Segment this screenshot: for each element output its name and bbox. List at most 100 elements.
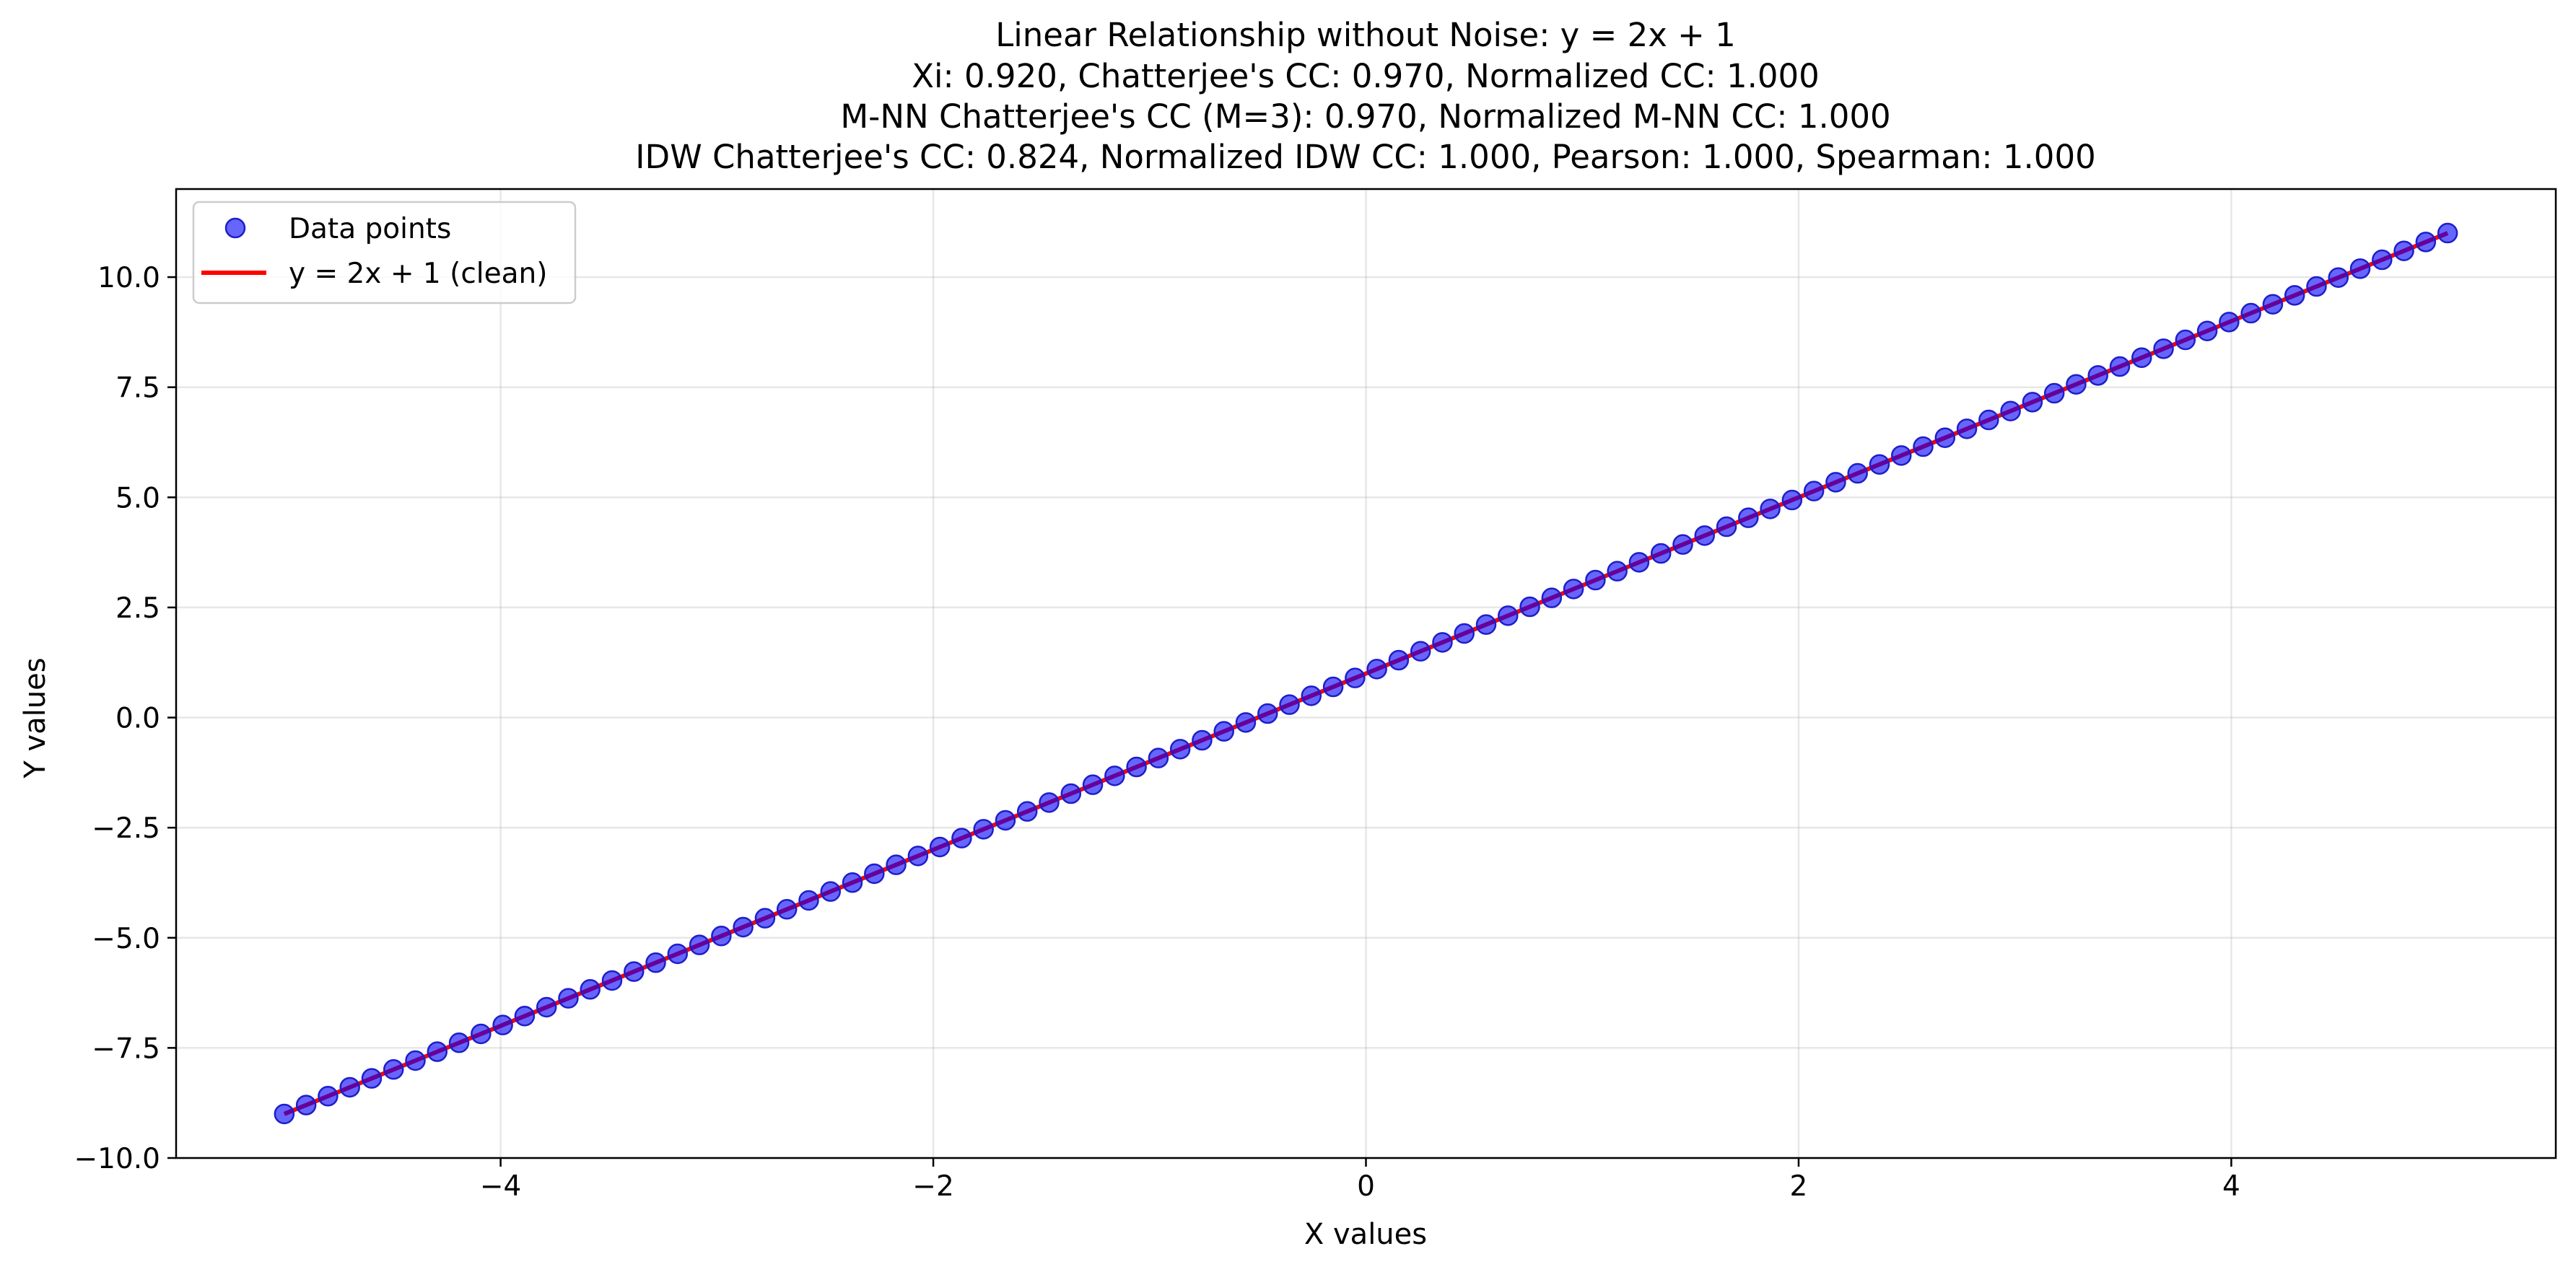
data-point [448,1032,470,1053]
data-point [1060,783,1082,804]
y-tick-label: 5.0 [115,482,160,514]
data-point [2087,365,2108,386]
y-tick-label: −7.5 [92,1032,160,1065]
data-point [1257,703,1278,724]
x-tick-label: −4 [480,1170,522,1203]
legend-label-clean-line: y = 2x + 1 (clean) [289,258,547,290]
data-point [361,1068,383,1089]
x-tick-label: −2 [912,1170,954,1203]
data-point [1235,712,1257,733]
data-point [2328,267,2349,288]
data-point [2131,347,2152,368]
line-series-layer [283,231,2449,1116]
x-axis-label: X values [1304,1218,1427,1251]
data-point [1607,561,1628,582]
data-point [798,890,819,911]
x-tick-label: 2 [1790,1170,1808,1203]
data-point [1301,685,1322,706]
chart-title: Linear Relationship without Noise: y = 2… [635,16,2095,176]
scatter-points-layer [274,222,2458,1125]
data-point [1104,766,1125,786]
data-point [1016,801,1038,822]
data-point [1956,418,1978,439]
data-point [471,1023,492,1045]
data-point [2437,222,2458,244]
data-point [492,1014,513,1035]
data-point [1432,632,1453,653]
data-point [339,1076,360,1098]
data-point [2043,382,2065,404]
data-point [1475,614,1497,635]
data-point [995,810,1016,831]
data-point [2219,312,2240,333]
data-point [2284,285,2305,306]
data-point [2196,320,2218,341]
y-tick-label: −10.0 [74,1143,160,1175]
data-point [2240,302,2261,324]
data-point [1738,507,1759,528]
data-point [645,952,666,973]
data-point [820,881,842,902]
data-point [842,872,863,893]
data-point [1498,605,1519,626]
legend: Data points y = 2x + 1 (clean) [192,201,577,304]
data-point [2066,374,2087,395]
y-tick-label: 7.5 [115,372,160,405]
data-point [776,899,798,920]
title-line-2: Xi: 0.920, Chatterjee's CC: 0.970, Norma… [912,57,1820,95]
data-point [2153,338,2174,359]
data-point [1716,516,1737,538]
y-tick-label: −5.0 [92,923,160,955]
data-point [558,988,579,1009]
data-point [2393,240,2414,261]
data-point [1628,552,1650,573]
data-point [2415,232,2437,253]
data-point [2000,400,2021,421]
data-point [2372,249,2393,271]
data-point [1585,569,1606,591]
legend-box [192,201,577,304]
title-line-1: Linear Relationship without Noise: y = 2… [995,16,1736,54]
data-point [1890,445,1912,466]
data-point [383,1059,404,1080]
data-point [1563,579,1584,600]
data-point [1847,462,1868,484]
axis-ticks: −4 −2 0 2 4 −10.0 −7.5 −5.0 −2.5 0.0 2.5 5.0 7.5 10.0 [74,262,2240,1203]
data-point [973,819,994,840]
data-point [1366,659,1387,680]
data-point [1148,747,1169,768]
data-point [318,1086,339,1107]
data-point [1082,774,1104,795]
data-point [624,961,645,982]
data-point [864,863,885,885]
data-point [689,934,710,955]
data-point [667,943,689,965]
data-point [1345,667,1366,688]
data-point [1913,436,1934,457]
data-point [1213,721,1234,742]
data-point [1126,756,1147,778]
x-tick-label: 4 [2222,1170,2240,1203]
data-point [754,908,776,929]
data-point [2306,276,2327,297]
data-point [2175,329,2196,351]
data-point [274,1103,295,1125]
data-point [2109,356,2131,377]
data-point [295,1095,317,1115]
y-axis-label: Y values [19,657,52,778]
data-point [1169,739,1191,760]
data-point [1694,525,1716,546]
y-tick-label: −2.5 [92,812,160,845]
data-point [1410,641,1431,662]
y-tick-label: 2.5 [115,592,160,625]
data-point [1934,427,1956,448]
data-point [601,970,623,991]
data-point [1825,472,1846,493]
legend-marker-data-points [224,217,246,239]
data-point [711,926,732,947]
x-tick-label: 0 [1357,1170,1375,1203]
data-point [1978,409,1999,431]
data-point [2262,294,2284,315]
clean-line [283,231,2449,1116]
